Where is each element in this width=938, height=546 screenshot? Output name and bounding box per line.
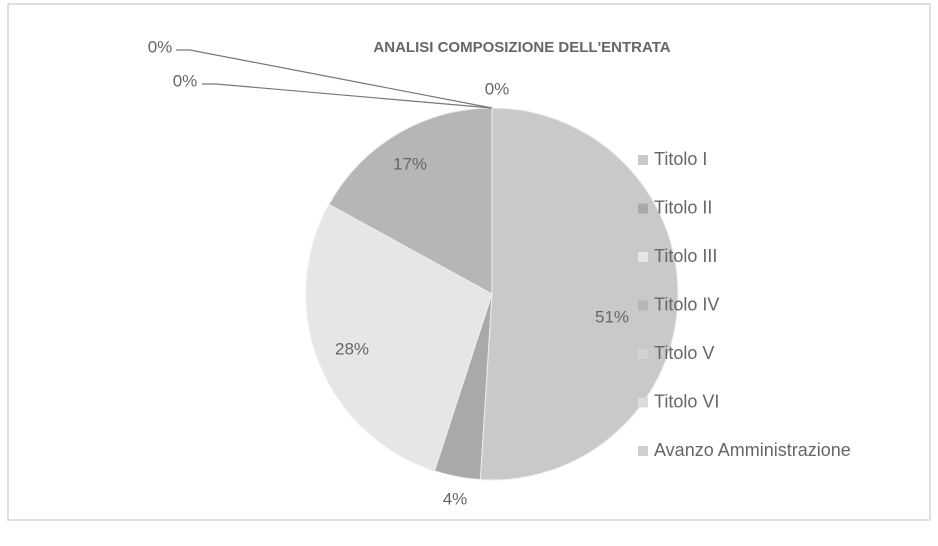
data-label: 28% (335, 339, 369, 358)
legend-swatch (638, 397, 648, 408)
legend-label: Titolo II (654, 197, 712, 217)
data-label: 0% (148, 37, 173, 56)
leader-line (202, 83, 493, 109)
data-label: 0% (173, 71, 198, 90)
legend-swatch (638, 349, 648, 359)
pie-slice (479, 107, 679, 481)
data-label: 17% (393, 154, 427, 173)
legend-label: Titolo IV (654, 294, 719, 314)
legend-label: Titolo I (654, 149, 707, 169)
legend-swatch (638, 300, 648, 311)
legend-label: Titolo III (654, 246, 717, 266)
chart-title: ANALISI COMPOSIZIONE DELL'ENTRATA (373, 39, 670, 56)
legend-label: Titolo V (654, 343, 714, 363)
legend-swatch (638, 203, 648, 214)
legend-swatch (638, 446, 648, 456)
legend-label: Titolo VI (654, 391, 719, 411)
legend-label: Avanzo Amministrazione (654, 440, 851, 460)
data-label: 4% (443, 489, 468, 508)
data-label: 0% (485, 79, 510, 98)
legend-swatch (638, 252, 648, 262)
legend-swatch (638, 155, 648, 165)
leader-line (176, 49, 493, 109)
pie-slice (328, 107, 493, 295)
data-label: 51% (595, 307, 629, 326)
pie-slice (305, 203, 493, 472)
